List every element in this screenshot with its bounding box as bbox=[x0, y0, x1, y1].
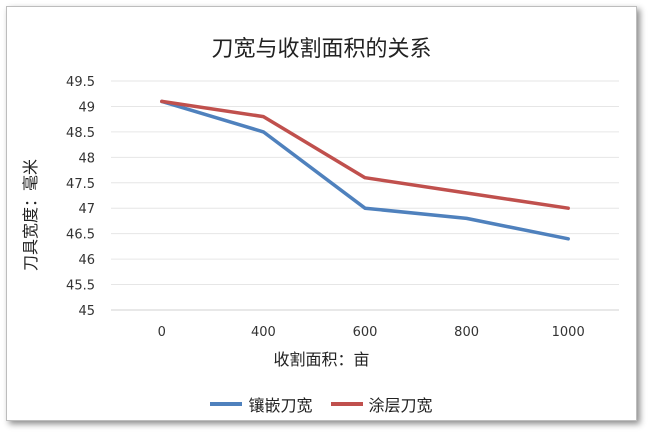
x-tick-label: 0 bbox=[158, 325, 166, 340]
series-line-inlaid bbox=[160, 99, 570, 241]
x-tick-label: 600 bbox=[353, 325, 378, 340]
legend-swatch-inlaid bbox=[210, 402, 243, 406]
chart-frame: 刀宽与收割面积的关系 49.5 49 48.5 48 47.5 47 46.5 46 45.5 4… bbox=[6, 6, 637, 421]
x-tick-label: 1000 bbox=[552, 325, 585, 340]
legend-item-coated: 涂层刀宽 bbox=[330, 392, 433, 416]
x-tick-label: 800 bbox=[454, 325, 479, 340]
chart-title: 刀宽与收割面积的关系 bbox=[211, 37, 432, 62]
legend-item-inlaid: 镶嵌刀宽 bbox=[210, 392, 313, 416]
legend-swatch-coated bbox=[330, 402, 363, 406]
legend: 镶嵌刀宽 涂层刀宽 bbox=[7, 392, 636, 416]
y-tick-label: 49 bbox=[78, 100, 95, 115]
plot-area: 49.5 49 48.5 48 47.5 47 46.5 46 45.5 45 0 400 600 800… bbox=[66, 75, 619, 340]
y-tick-label: 48 bbox=[78, 151, 95, 166]
y-tick-label: 48.5 bbox=[66, 126, 95, 141]
x-tick-label: 400 bbox=[251, 325, 276, 340]
y-tick-label: 47.5 bbox=[66, 177, 95, 192]
y-tick-label: 47 bbox=[78, 202, 95, 217]
y-tick-label: 45 bbox=[78, 304, 95, 319]
legend-label-coated: 涂层刀宽 bbox=[368, 396, 433, 415]
y-tick-label: 45.5 bbox=[66, 279, 95, 294]
y-tick-label: 49.5 bbox=[66, 75, 95, 90]
legend-label-inlaid: 镶嵌刀宽 bbox=[248, 396, 313, 415]
series-line-coated bbox=[160, 99, 570, 210]
y-tick-label: 46 bbox=[78, 253, 95, 268]
y-axis-label: 刀具宽度：毫米 bbox=[21, 159, 40, 272]
y-tick-label: 46.5 bbox=[66, 228, 95, 243]
x-axis-label: 收割面积：亩 bbox=[273, 350, 370, 369]
